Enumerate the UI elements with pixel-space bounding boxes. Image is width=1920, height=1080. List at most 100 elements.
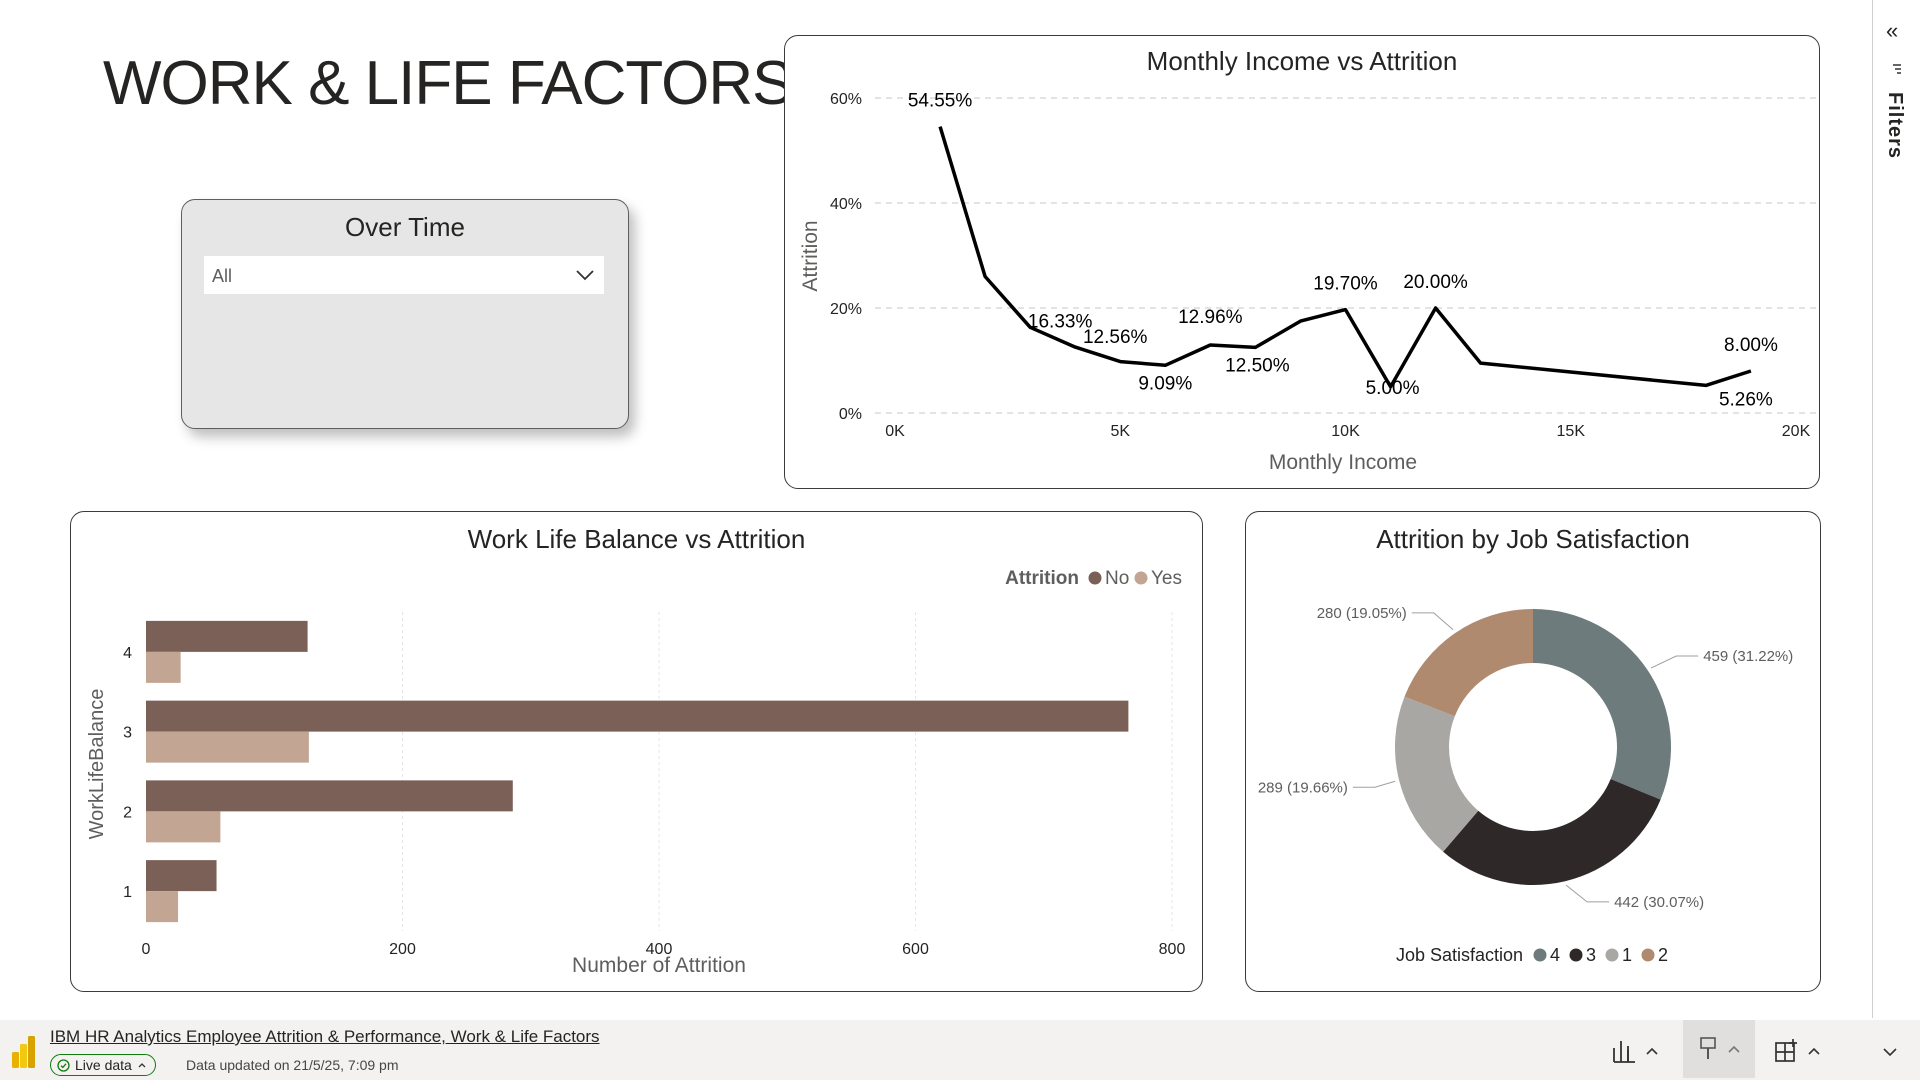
legend-marker [1641, 948, 1655, 962]
x-tick-label: 0K [885, 423, 905, 440]
chevron-up-icon [138, 1063, 146, 1068]
line-chart: 0%20%40%60% 0K 5K 10K 15K 20K 54.55%16.33%12… [799, 91, 1816, 474]
page-title: WORK & LIFE FACTORS [103, 49, 794, 118]
data-label: 442 (30.07%) [1614, 894, 1704, 911]
y-axis-label: Attrition [799, 220, 822, 291]
legend-marker [1088, 571, 1102, 585]
y-tick-label: 1 [123, 884, 132, 901]
legend-marker [1569, 948, 1583, 962]
bar-chart: Attrition No Yes 4 3 2 1 0 200 400 600 800 WorkLi… [86, 568, 1186, 977]
data-label: 12.96% [1178, 307, 1243, 328]
data-label: 9.09% [1138, 373, 1192, 394]
filter-icon [1893, 64, 1901, 74]
data-label: 12.56% [1083, 327, 1148, 348]
series-line [938, 126, 1752, 389]
filters-label[interactable]: Filters [1884, 92, 1906, 160]
over-time-slicer: Over Time All [181, 199, 629, 429]
legend-title: Attrition [1005, 568, 1079, 589]
bar [146, 700, 1129, 732]
donut-chart: 459 (31.22%) 442 (30.07%) 289 (19.66%) 280 … [1258, 605, 1793, 965]
y-axis-label: WorkLifeBalance [86, 689, 108, 840]
wlb-chart-card[interactable]: Work Life Balance vs Attrition Attrition… [70, 511, 1203, 992]
y-tick-label: 4 [123, 645, 132, 662]
report-name-link[interactable]: IBM HR Analytics Employee Attrition & Pe… [50, 1027, 600, 1046]
y-tick-label: 40% [830, 196, 862, 213]
x-tick-label: 5K [1110, 423, 1130, 440]
filters-pane[interactable]: « Filters [1872, 0, 1920, 1018]
leader-line [1650, 655, 1699, 669]
power-bi-logo-icon [12, 1036, 35, 1068]
bar [146, 860, 217, 892]
x-tick-label: 15K [1557, 423, 1586, 440]
x-axis-label: Monthly Income [1269, 451, 1417, 474]
data-label: 5.26% [1719, 389, 1773, 410]
chart-title: Attrition by Job Satisfaction [1376, 524, 1690, 554]
chevron-down-icon [576, 270, 594, 281]
dropdown-value: All [212, 266, 233, 286]
x-tick-label: 10K [1331, 423, 1360, 440]
leader-line [1411, 612, 1454, 631]
insert-grid-icon [1775, 1039, 1797, 1062]
data-updated-text: Data updated on 21/5/25, 7:09 pm [186, 1057, 399, 1073]
donut-slice [1395, 696, 1479, 852]
live-data-button[interactable]: Live data [50, 1054, 156, 1076]
legend-marker [1533, 948, 1547, 962]
donut-slice [1533, 609, 1671, 800]
income-chart-card[interactable]: Monthly Income vs Attrition 0% 20% 40% 60% … [784, 35, 1820, 489]
data-label: 12.50% [1225, 355, 1290, 376]
data-label: 16.33% [1028, 311, 1093, 332]
bottom-bar: IBM HR Analytics Employee Attrition & Pe… [0, 1020, 1920, 1080]
legend-label: Yes [1151, 568, 1182, 589]
y-tick-label: 2 [123, 804, 132, 821]
x-tick-label: 800 [1159, 941, 1186, 958]
legend-label: 1 [1622, 945, 1632, 965]
bar [146, 620, 308, 652]
insert-button[interactable] [1765, 1034, 1829, 1068]
chevron-up-icon [1808, 1047, 1820, 1055]
data-label: 19.70% [1313, 274, 1378, 295]
donut-chart-card[interactable]: Attrition by Job Satisfaction 459 (31.22… [1245, 511, 1821, 992]
legend-marker [1134, 571, 1148, 585]
bar [146, 731, 309, 763]
chart-title: Work Life Balance vs Attrition [467, 524, 806, 554]
over-time-dropdown[interactable]: All [204, 256, 604, 294]
y-tick-label: 0% [839, 406, 862, 423]
data-label: 5.00% [1366, 378, 1420, 399]
y-tick-label: 60% [830, 91, 862, 108]
data-label: 280 (19.05%) [1317, 605, 1407, 622]
legend-label: 3 [1586, 945, 1596, 965]
bar [146, 811, 221, 843]
x-tick-label: 0 [142, 941, 151, 958]
data-label: 8.00% [1724, 335, 1778, 356]
bar [146, 780, 513, 812]
bar [146, 891, 179, 923]
data-label: 289 (19.66%) [1258, 779, 1348, 796]
x-tick-label: 600 [902, 941, 929, 958]
leader-line [1565, 884, 1610, 903]
data-label: 20.00% [1403, 272, 1468, 293]
x-tick-label: 200 [389, 941, 416, 958]
live-data-label: Live data [75, 1057, 132, 1073]
x-tick-label: 20K [1782, 423, 1811, 440]
chevron-up-icon [1646, 1047, 1658, 1055]
visual-button[interactable] [1603, 1034, 1667, 1068]
donut-slice [1443, 779, 1661, 885]
donut-slice [1404, 609, 1533, 717]
legend-title: Job Satisfaction [1396, 945, 1523, 965]
chevron-down-icon[interactable] [1882, 1044, 1898, 1060]
format-button[interactable] [1683, 1020, 1755, 1078]
legend-label: 4 [1550, 945, 1560, 965]
x-axis-label: Number of Attrition [572, 954, 746, 977]
y-tick-label: 20% [830, 301, 862, 318]
slicer-title: Over Time [345, 212, 465, 242]
legend-marker [1605, 948, 1619, 962]
leader-line [1352, 780, 1396, 788]
bar [146, 651, 181, 683]
legend-label: No [1105, 568, 1129, 589]
chart-title: Monthly Income vs Attrition [1146, 46, 1458, 76]
y-tick-label: 3 [123, 725, 132, 742]
paintbrush-icon [1700, 1037, 1716, 1059]
legend-label: 2 [1658, 945, 1668, 965]
data-label: 54.55% [908, 91, 973, 112]
collapse-icon[interactable]: « [1886, 18, 1899, 43]
